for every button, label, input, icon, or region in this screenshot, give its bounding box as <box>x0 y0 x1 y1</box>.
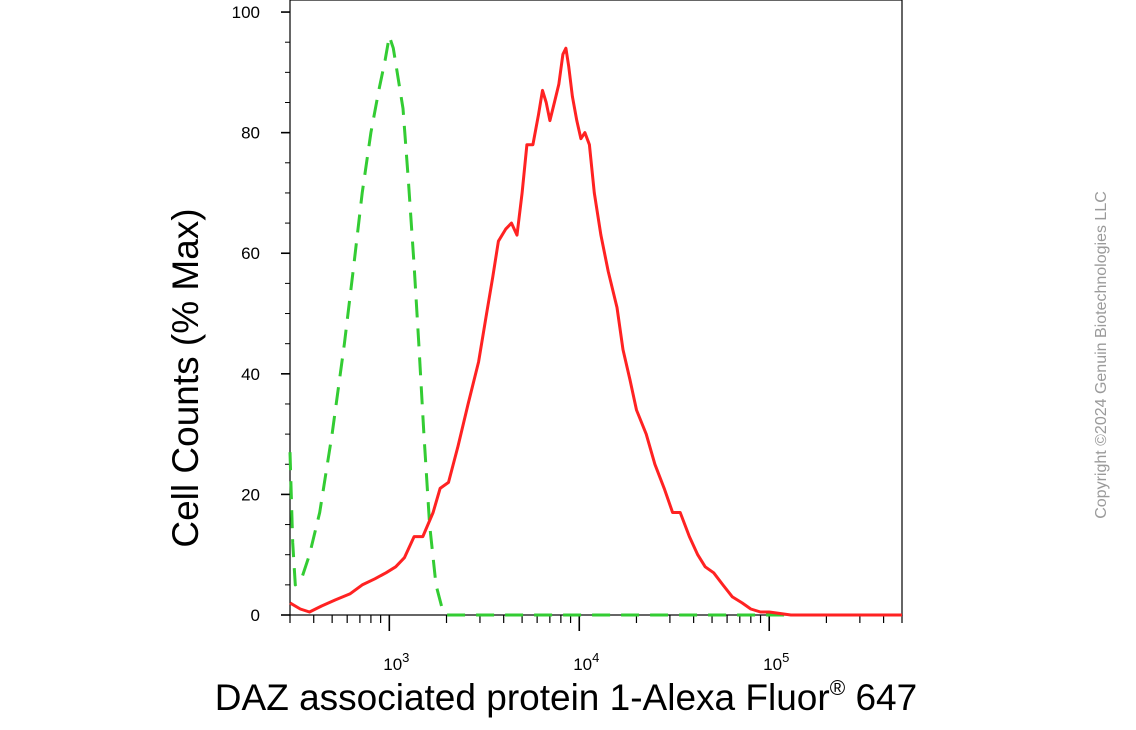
y-axis: 0 20 40 60 80 100 <box>232 3 290 625</box>
x-axis-title-sup: ® <box>830 677 846 700</box>
series-layer <box>288 34 902 617</box>
x-axis-title-main: DAZ associated protein 1-Alexa Fluor <box>215 677 830 718</box>
x-tick-label: 105 <box>763 650 789 674</box>
copyright-watermark: Copyright ©2024 Genuin Biotechnologies L… <box>1093 191 1110 519</box>
x-tick-label: 103 <box>383 650 409 674</box>
y-axis-title: Cell Counts (% Max) <box>165 208 206 547</box>
control-histogram-line <box>288 34 902 617</box>
y-tick-label: 20 <box>241 485 260 504</box>
x-axis-title-tail: 647 <box>845 677 917 718</box>
y-tick-label: 60 <box>241 244 260 263</box>
x-axis: 103 104 105 <box>289 615 903 674</box>
y-tick-label: 0 <box>251 606 260 625</box>
y-tick-label: 80 <box>241 124 260 143</box>
x-axis-title: DAZ associated protein 1-Alexa Fluor® 64… <box>215 677 917 718</box>
plot-frame <box>289 0 903 616</box>
y-tick-label: 100 <box>232 3 260 22</box>
sample-histogram-line <box>289 46 902 617</box>
y-tick-label: 40 <box>241 365 260 384</box>
x-tick-label: 104 <box>573 650 599 674</box>
